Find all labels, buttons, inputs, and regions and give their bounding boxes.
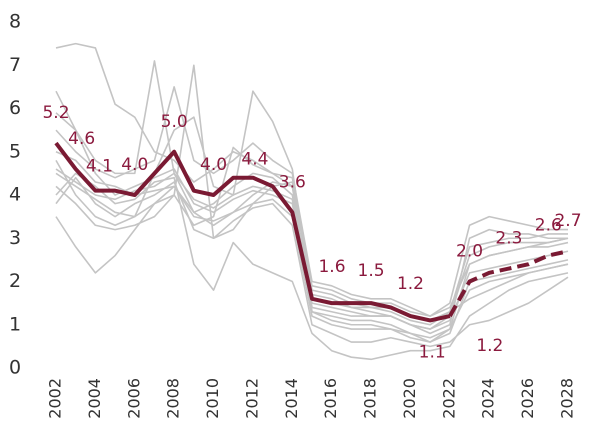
x-tick-label: 2006	[124, 378, 143, 419]
series-line	[55, 112, 569, 330]
series-line	[55, 151, 569, 343]
x-tick-label: 2028	[558, 378, 577, 419]
y-tick-label: 4	[9, 184, 21, 206]
y-tick-label: 0	[9, 357, 21, 379]
data-label: 1.2	[476, 336, 503, 356]
x-tick-label: 2012	[242, 378, 261, 419]
data-label: 1.6	[318, 257, 345, 277]
y-tick-label: 3	[9, 227, 21, 249]
y-tick-label: 8	[9, 11, 21, 33]
data-label: 4.1	[86, 157, 113, 177]
y-tick-label: 6	[9, 97, 21, 119]
data-label: 4.6	[68, 129, 95, 149]
x-tick-label: 2022	[439, 378, 458, 419]
data-label: 1.1	[419, 342, 446, 362]
data-label: 5.0	[161, 112, 188, 132]
data-label: 2.7	[554, 211, 581, 231]
data-label: 1.2	[397, 274, 424, 294]
data-label: 4.4	[241, 150, 268, 170]
data-label: 3.6	[279, 172, 306, 192]
series-line	[55, 172, 569, 361]
x-tick-label: 2002	[46, 378, 65, 419]
x-tick-label: 2018	[361, 378, 380, 419]
data-label: 4.0	[200, 155, 227, 175]
series-line	[55, 181, 569, 343]
x-tick-label: 2010	[203, 378, 222, 419]
x-tick-label: 2014	[282, 378, 301, 419]
x-tick-label: 2020	[400, 378, 419, 419]
data-label: 4.0	[121, 155, 148, 175]
data-label: 2.3	[495, 229, 522, 249]
series-line	[55, 42, 568, 317]
data-label: 2.0	[456, 242, 483, 262]
x-tick-label: 2026	[518, 378, 537, 419]
series-line	[55, 86, 569, 317]
y-tick-label: 7	[9, 54, 21, 76]
y-tick-label: 1	[9, 313, 21, 335]
series-line	[55, 176, 569, 348]
x-tick-label: 2004	[85, 378, 104, 419]
x-tick-label: 2016	[321, 378, 340, 419]
data-label: 1.5	[358, 261, 385, 281]
series-line	[54, 141, 451, 323]
x-tick-label: 2008	[164, 378, 183, 419]
x-tick-label: 2024	[479, 378, 498, 419]
y-tick-label: 2	[9, 270, 21, 292]
data-label: 5.2	[42, 103, 69, 123]
data-label: 2.6	[535, 216, 562, 236]
y-tick-label: 5	[9, 140, 21, 162]
projection-line	[448, 249, 569, 318]
